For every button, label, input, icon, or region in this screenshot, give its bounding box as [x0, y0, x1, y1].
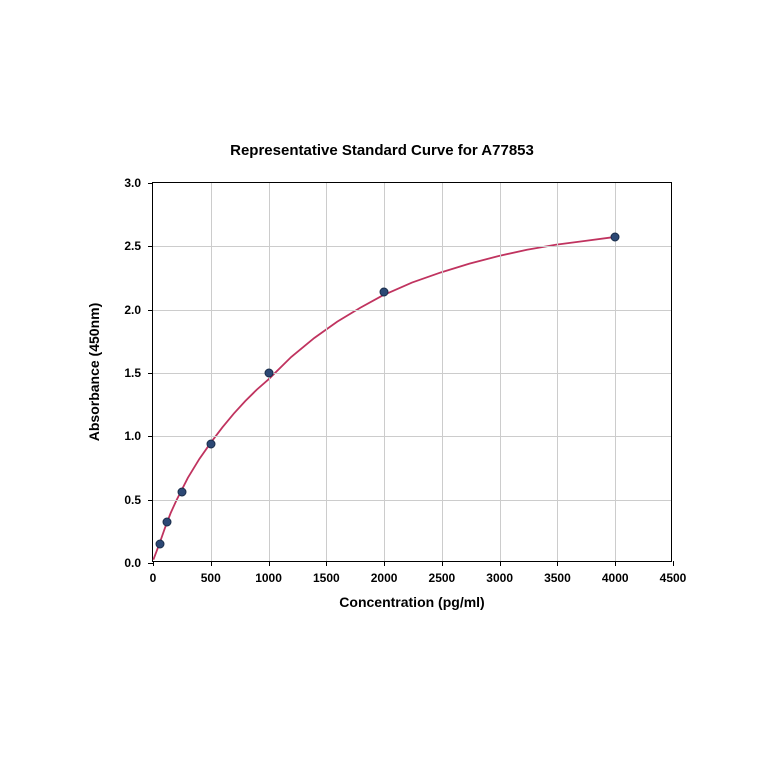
x-tick: [326, 561, 327, 566]
x-tick: [153, 561, 154, 566]
x-tick: [500, 561, 501, 566]
x-axis-label: Concentration (pg/ml): [339, 594, 484, 610]
x-tick-label: 3000: [486, 571, 513, 585]
grid-line-horizontal: [153, 373, 671, 374]
y-axis-label: Absorbance (450nm): [86, 303, 102, 441]
x-tick-label: 500: [201, 571, 221, 585]
grid-line-vertical: [500, 183, 501, 561]
grid-line-horizontal: [153, 310, 671, 311]
data-point: [264, 369, 273, 378]
x-tick: [557, 561, 558, 566]
grid-line-vertical: [557, 183, 558, 561]
y-tick: [148, 563, 153, 564]
data-point: [611, 233, 620, 242]
grid-line-vertical: [326, 183, 327, 561]
y-tick: [148, 310, 153, 311]
grid-line-vertical: [442, 183, 443, 561]
y-tick-label: 3.0: [111, 176, 141, 190]
x-tick-label: 1500: [313, 571, 340, 585]
x-tick: [269, 561, 270, 566]
y-tick: [148, 500, 153, 501]
x-tick: [442, 561, 443, 566]
grid-line-vertical: [384, 183, 385, 561]
x-tick: [673, 561, 674, 566]
x-tick-label: 2000: [371, 571, 398, 585]
x-tick-label: 3500: [544, 571, 571, 585]
x-tick-label: 1000: [255, 571, 282, 585]
fit-curve: [153, 183, 671, 561]
x-tick-label: 4500: [660, 571, 687, 585]
y-tick-label: 0.5: [111, 493, 141, 507]
y-tick-label: 1.5: [111, 366, 141, 380]
x-tick-label: 4000: [602, 571, 629, 585]
y-tick-label: 1.0: [111, 429, 141, 443]
x-tick: [615, 561, 616, 566]
y-tick-label: 2.0: [111, 303, 141, 317]
plot-area: 0500100015002000250030003500400045000.00…: [152, 182, 672, 562]
x-tick-label: 2500: [429, 571, 456, 585]
y-tick: [148, 436, 153, 437]
data-point: [163, 518, 172, 527]
grid-line-vertical: [211, 183, 212, 561]
y-tick: [148, 373, 153, 374]
chart-title: Representative Standard Curve for A77853: [62, 142, 702, 159]
data-point: [206, 439, 215, 448]
grid-line-horizontal: [153, 246, 671, 247]
y-tick-label: 0.0: [111, 556, 141, 570]
y-tick-label: 2.5: [111, 239, 141, 253]
chart-container: Representative Standard Curve for A77853…: [62, 142, 702, 622]
x-tick: [384, 561, 385, 566]
data-point: [177, 488, 186, 497]
data-point: [380, 287, 389, 296]
data-point: [156, 540, 165, 549]
grid-line-horizontal: [153, 500, 671, 501]
x-tick: [211, 561, 212, 566]
y-tick: [148, 183, 153, 184]
grid-line-horizontal: [153, 436, 671, 437]
y-tick: [148, 246, 153, 247]
x-tick-label: 0: [150, 571, 157, 585]
